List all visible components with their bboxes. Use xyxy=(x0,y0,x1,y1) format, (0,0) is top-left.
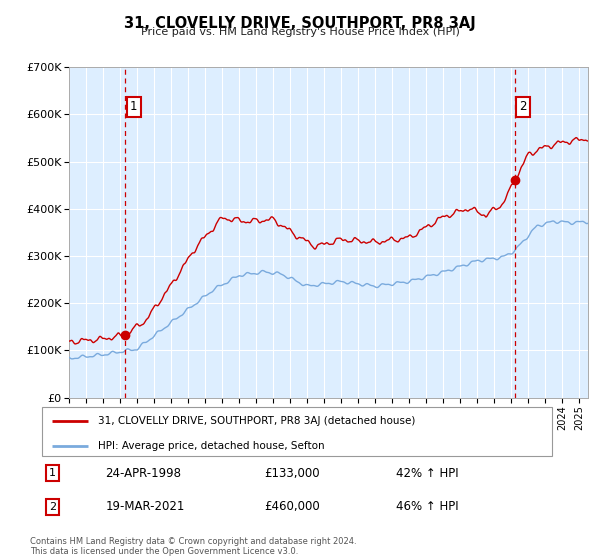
Text: £460,000: £460,000 xyxy=(264,500,320,514)
Text: 46% ↑ HPI: 46% ↑ HPI xyxy=(396,500,458,514)
Text: 24-APR-1998: 24-APR-1998 xyxy=(106,466,181,480)
Text: 42% ↑ HPI: 42% ↑ HPI xyxy=(396,466,458,480)
Text: Contains HM Land Registry data © Crown copyright and database right 2024.: Contains HM Land Registry data © Crown c… xyxy=(30,538,356,547)
Text: 2: 2 xyxy=(49,502,56,512)
Text: 31, CLOVELLY DRIVE, SOUTHPORT, PR8 3AJ (detached house): 31, CLOVELLY DRIVE, SOUTHPORT, PR8 3AJ (… xyxy=(98,416,415,426)
Text: 19-MAR-2021: 19-MAR-2021 xyxy=(106,500,185,514)
Text: This data is licensed under the Open Government Licence v3.0.: This data is licensed under the Open Gov… xyxy=(30,548,298,557)
Text: HPI: Average price, detached house, Sefton: HPI: Average price, detached house, Seft… xyxy=(98,441,325,451)
Text: 31, CLOVELLY DRIVE, SOUTHPORT, PR8 3AJ: 31, CLOVELLY DRIVE, SOUTHPORT, PR8 3AJ xyxy=(124,16,476,31)
Text: £133,000: £133,000 xyxy=(264,466,319,480)
Text: 2: 2 xyxy=(520,100,527,113)
Text: 1: 1 xyxy=(130,100,137,113)
Text: Price paid vs. HM Land Registry's House Price Index (HPI): Price paid vs. HM Land Registry's House … xyxy=(140,27,460,37)
Text: 1: 1 xyxy=(49,468,56,478)
